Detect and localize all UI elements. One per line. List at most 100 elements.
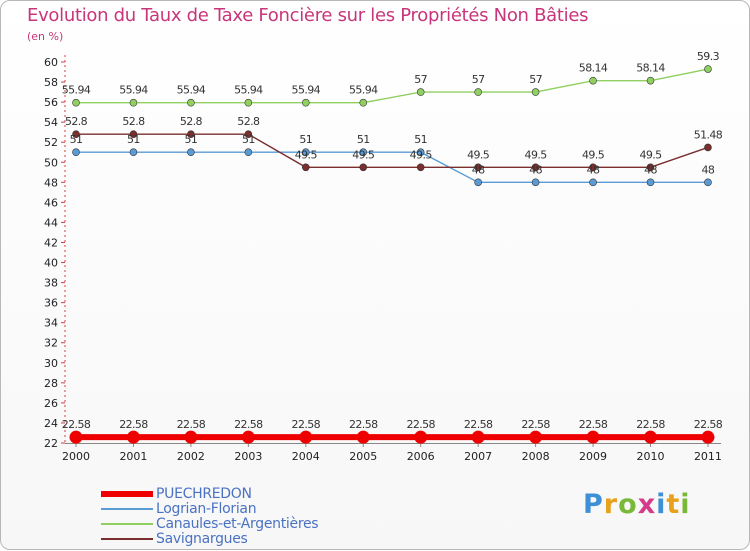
legend-label: Savignargues <box>156 531 248 547</box>
data-label: 51 <box>299 133 312 146</box>
data-label: 49.5 <box>410 148 433 161</box>
data-point <box>301 163 310 172</box>
data-point <box>126 430 140 444</box>
data-label: 48 <box>472 163 485 176</box>
data-point <box>416 88 425 96</box>
data-label: 55.94 <box>119 84 148 97</box>
y-tick-label: 48 <box>44 176 58 189</box>
x-tick-label: 2005 <box>349 450 377 463</box>
data-point <box>359 98 368 107</box>
data-label: 48 <box>644 163 657 176</box>
x-tick-label: 2007 <box>464 450 492 463</box>
data-label: 55.94 <box>292 84 321 97</box>
x-tick-label: 2008 <box>522 450 550 463</box>
data-label: 22.58 <box>177 418 206 431</box>
data-point <box>589 163 597 172</box>
legend-item: PUECHREDON <box>101 486 361 502</box>
data-label: 22.58 <box>521 418 550 431</box>
data-point <box>414 430 428 444</box>
data-point <box>187 98 195 107</box>
data-point <box>187 148 195 157</box>
series-line <box>76 133 709 168</box>
y-tick-label: 28 <box>44 377 58 390</box>
unit-label: (en %) <box>27 30 64 43</box>
data-point <box>529 430 543 444</box>
data-label: 49.5 <box>467 148 490 161</box>
legend-swatch <box>101 538 153 540</box>
data-point <box>129 98 138 107</box>
data-point <box>129 130 138 138</box>
data-label: 49.5 <box>639 148 662 161</box>
data-label: 22.58 <box>694 418 723 431</box>
data-label: 52.8 <box>122 115 145 128</box>
data-point <box>474 163 482 172</box>
data-point <box>359 148 368 157</box>
legend-item: Logrian-Florian <box>101 501 361 517</box>
x-tick-label: 2010 <box>637 450 665 463</box>
data-point <box>244 148 253 157</box>
x-tick-label: 2001 <box>119 450 147 463</box>
y-tick-label: 42 <box>44 236 58 249</box>
data-label: 22.58 <box>119 418 148 431</box>
y-tick-label: 50 <box>44 156 58 169</box>
legend: PUECHREDON Logrian-Florian Canaules-et-Arg… <box>101 486 361 547</box>
data-label: 58.14 <box>636 62 665 75</box>
y-tick-label: 30 <box>44 357 58 370</box>
data-point <box>416 163 425 172</box>
data-point <box>646 163 655 172</box>
x-tick-label: 2002 <box>177 450 205 463</box>
legend-swatch <box>101 491 153 497</box>
data-label: 48 <box>702 163 715 176</box>
y-tick-label: 32 <box>44 337 58 350</box>
data-point <box>72 130 80 138</box>
data-point <box>244 130 253 138</box>
data-point <box>586 430 600 444</box>
x-tick-label: 2009 <box>579 450 607 463</box>
x-tick-label: 2000 <box>62 450 90 463</box>
legend-label: Canaules-et-Argentières <box>156 516 319 532</box>
data-label: 57 <box>529 73 542 86</box>
data-point <box>129 148 138 157</box>
data-label: 48 <box>587 163 600 176</box>
data-label: 51 <box>242 133 255 146</box>
data-label: 52.8 <box>237 115 260 128</box>
data-label: 57 <box>414 73 427 86</box>
data-label: 49.5 <box>352 148 375 161</box>
data-point <box>474 178 482 187</box>
y-tick-label: 36 <box>44 297 58 310</box>
data-label: 22.58 <box>579 418 608 431</box>
data-label: 22.58 <box>62 418 91 431</box>
data-point <box>531 88 540 96</box>
data-point <box>416 148 425 157</box>
x-tick-label: 2004 <box>292 450 320 463</box>
data-label: 59.3 <box>697 50 720 63</box>
data-point <box>359 163 368 172</box>
data-label: 48 <box>529 163 542 176</box>
data-point <box>301 98 310 107</box>
data-label: 22.58 <box>464 418 493 431</box>
y-tick-label: 56 <box>44 96 58 109</box>
y-tick-label: 38 <box>44 277 58 290</box>
data-label: 51 <box>70 133 83 146</box>
data-point <box>531 178 540 187</box>
data-label: 51.48 <box>694 128 723 141</box>
y-tick-label: 52 <box>44 136 58 149</box>
data-label: 55.94 <box>62 84 91 97</box>
data-label: 49.5 <box>525 148 548 161</box>
data-label: 22.58 <box>349 418 378 431</box>
legend-item: Canaules-et-Argentières <box>101 516 361 532</box>
data-label: 55.94 <box>234 84 263 97</box>
data-label: 52.8 <box>65 115 88 128</box>
data-label: 22.58 <box>636 418 665 431</box>
x-tick-label: 2011 <box>694 450 722 463</box>
data-point <box>187 130 195 138</box>
legend-label: PUECHREDON <box>156 486 252 502</box>
legend-item: Savignargues <box>101 531 361 547</box>
y-tick-label: 60 <box>44 56 58 69</box>
data-point <box>184 430 198 444</box>
data-label: 58.14 <box>579 62 608 75</box>
data-point <box>531 163 540 172</box>
data-label: 49.5 <box>582 148 605 161</box>
data-point <box>704 178 712 187</box>
